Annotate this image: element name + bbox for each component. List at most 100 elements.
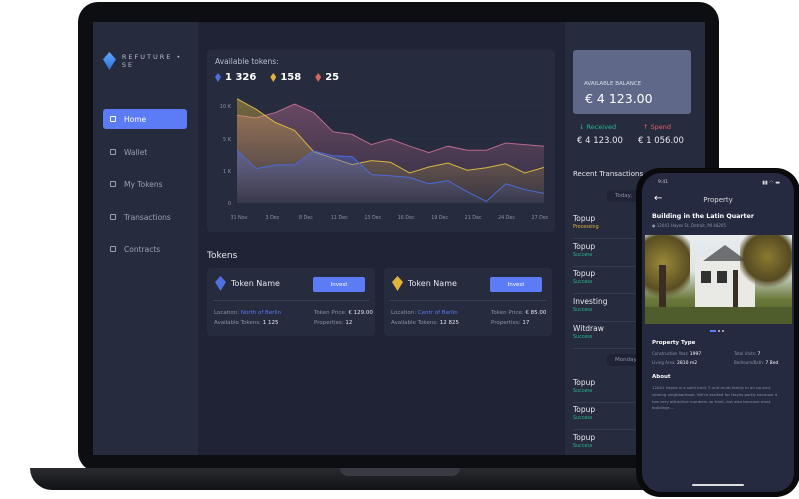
- available-tokens-card: Available tokens: 1 326 158 25 10 K 5 K 1 K 0…: [207, 50, 555, 232]
- invest-button[interactable]: Invest: [313, 277, 365, 292]
- series-0-line: [236, 103, 545, 154]
- sidebar-item-home[interactable]: Home: [103, 109, 187, 129]
- series-2-line: [236, 149, 545, 203]
- sidebar-item-label: Home: [124, 114, 147, 124]
- arrow-up-icon: ↑: [643, 123, 651, 131]
- token-count: 25: [315, 72, 339, 83]
- sidebar: REFUTURE • SE Home Wallet My Tokens Transac…: [93, 22, 198, 455]
- construction-value: 1997: [689, 352, 702, 357]
- available-value: 12 825: [439, 320, 460, 326]
- nav-icon: [110, 116, 116, 122]
- brand-name: REFUTURE • SE: [121, 53, 183, 69]
- transaction-type: Topup: [573, 432, 596, 442]
- available-value: 1 125: [262, 320, 279, 326]
- location-link[interactable]: North of Berlin: [240, 310, 282, 316]
- back-arrow-icon[interactable]: ←: [654, 193, 663, 204]
- transaction-status: Success: [573, 388, 593, 394]
- token-count: 158: [270, 72, 301, 83]
- transaction-status: Success: [573, 416, 593, 421]
- transaction-type: Witdraw: [573, 324, 604, 333]
- invest-button[interactable]: Invest: [490, 277, 542, 292]
- balance-label: AVAILABLE BALANCE: [584, 81, 642, 87]
- transaction-status: Success: [573, 335, 593, 340]
- nav-icon: [110, 149, 116, 155]
- x-tick-label: 19 Dec: [431, 215, 448, 221]
- x-tick-label: 31 Nov: [231, 215, 248, 221]
- token-count-value: 1 326: [225, 72, 257, 83]
- x-tick-label: 16 Dec: [398, 215, 415, 221]
- sidebar-item-wallet[interactable]: Wallet: [103, 142, 187, 162]
- token-count-value: 158: [280, 72, 302, 83]
- bed-label: Bedroom/Bath:: [734, 360, 765, 365]
- sidebar-item-my-tokens[interactable]: My Tokens: [103, 174, 187, 194]
- tokens-chart: 10 K 5 K 1 K 0 31 Nov 3 Dec 8 Dec 11 Dec 13 Dec 1…: [220, 98, 549, 221]
- token-card: Token Name Invest Location: Centr of Ber…: [384, 268, 552, 336]
- recent-transactions-title: Recent Transactions: [573, 170, 644, 178]
- divider: [213, 300, 369, 301]
- logo-gem-icon: [103, 52, 116, 70]
- balance-card: AVAILABLE BALANCE € 4 123.00: [573, 50, 691, 114]
- home-indicator[interactable]: [692, 484, 744, 486]
- balance-value: € 4 123.00: [585, 91, 653, 106]
- token-name: Token Name: [408, 279, 457, 288]
- property-title: Building in the Latin Quarter: [652, 213, 754, 220]
- token-icon: [215, 73, 221, 82]
- tree-trunk: [659, 265, 666, 324]
- tokens-heading: Tokens: [207, 251, 238, 261]
- token-card: Token Name Invest Location: North of Ber…: [207, 268, 375, 336]
- sidebar-item-label: Contracts: [124, 244, 161, 254]
- logo[interactable]: REFUTURE • SE: [103, 52, 198, 70]
- y-tick-label: 5 K: [223, 137, 232, 143]
- window: [701, 271, 711, 283]
- sidebar-item-contracts[interactable]: Contracts: [103, 239, 187, 259]
- sidebar-item-transactions[interactable]: Transactions: [103, 207, 187, 227]
- x-tick-label: 21 Dec: [465, 215, 482, 221]
- units-value: 7: [757, 352, 761, 357]
- transaction-status: Success: [573, 252, 593, 258]
- spend-label: Spend: [650, 123, 672, 131]
- phone-screen: 9:41 ▮▮ ◠ ▬ ← Property Building in the L…: [642, 173, 794, 492]
- received-value: € 4 123.00: [577, 136, 623, 146]
- series-1-line: [236, 98, 545, 174]
- window: [717, 271, 727, 283]
- property-photo[interactable]: [645, 235, 792, 324]
- x-tick-label: 3 Dec: [266, 215, 280, 221]
- construction-label: Construction Year:: [652, 351, 689, 356]
- area-label: Living Area:: [652, 360, 676, 365]
- transaction-type: Topup: [573, 269, 596, 278]
- tree: [645, 235, 690, 305]
- y-tick-label: 10 K: [220, 104, 232, 110]
- properties-value: 17: [522, 320, 530, 326]
- day-separator: Today,: [607, 190, 641, 202]
- carousel-dots[interactable]: [710, 330, 724, 332]
- dashboard-screen: REFUTURE • SE Home Wallet My Tokens Transac…: [93, 22, 705, 455]
- properties-label: Properties:: [314, 320, 344, 326]
- lawn: [645, 307, 792, 324]
- tree-trunk: [733, 270, 738, 324]
- area-value: 2810 m2: [677, 361, 698, 366]
- nav-icon: [110, 181, 116, 187]
- transaction-status: Success: [573, 443, 593, 449]
- transaction-type: Topup: [573, 214, 596, 223]
- token-icon: [392, 276, 403, 291]
- y-tick-label: 0: [228, 201, 231, 207]
- transaction-item[interactable]: Topup Success: [573, 431, 703, 456]
- token-icon: [270, 73, 277, 82]
- transaction-type: Topup: [573, 241, 596, 251]
- x-tick-label: 13 Dec: [364, 215, 381, 221]
- spend-value: € 1 056.00: [638, 136, 684, 146]
- arrow-down-icon: ↓: [579, 123, 587, 131]
- token-count: 1 326: [215, 72, 256, 83]
- divider: [390, 300, 546, 301]
- y-tick-label: 1 K: [223, 169, 232, 175]
- available-tokens-title: Available tokens:: [215, 57, 279, 66]
- transaction-status: Success: [573, 307, 593, 313]
- available-label: Available Tokens:: [391, 320, 439, 326]
- token-icon: [215, 276, 226, 291]
- location-link[interactable]: Centr of Berlin: [417, 310, 458, 316]
- price-label: Token Price:: [491, 310, 524, 316]
- series-2-area: [237, 150, 544, 203]
- token-icon: [315, 73, 322, 82]
- sidebar-item-label: Transactions: [124, 212, 171, 222]
- token-name: Token Name: [231, 279, 280, 288]
